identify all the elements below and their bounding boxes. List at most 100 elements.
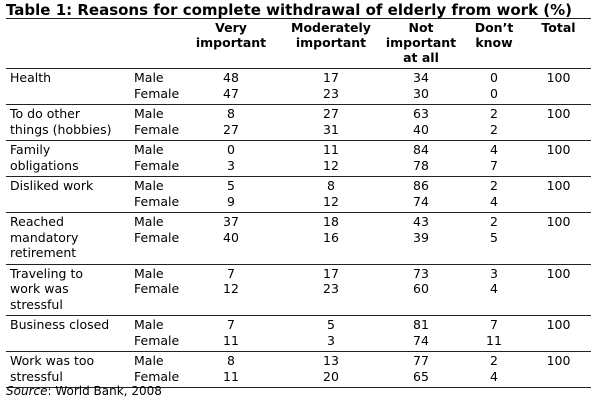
value-cell-very: 48 xyxy=(223,70,239,85)
value-cell-not: 73 xyxy=(413,265,429,281)
gender-cell: Male xyxy=(134,142,164,157)
value-cell-not: 77 xyxy=(413,353,429,368)
gender-cell: Male xyxy=(134,214,164,229)
value-cell-moderately: 5 xyxy=(327,317,335,332)
header-total: Total xyxy=(541,20,576,35)
value-cell-moderately: 8 xyxy=(327,178,335,193)
value-cell-very: 8 xyxy=(227,106,235,121)
reason-group: Disliked work Male 5 8 86 2 100 Female 9 12 74 4 xyxy=(6,177,591,213)
value-cell-moderately: 12 xyxy=(323,193,339,209)
value-cell-moderately: 23 xyxy=(323,281,339,296)
source-text: : World Bank, 2008 xyxy=(47,384,162,398)
value-cell-dont-know: 2 xyxy=(490,178,498,193)
gender-cell: Male xyxy=(134,353,164,368)
reason-label: Business closed xyxy=(10,317,110,332)
reason-group: Work was too stressful Male 8 13 77 2 100 Femal… xyxy=(6,352,591,388)
value-cell-very: 47 xyxy=(223,85,239,101)
value-cell-total: 100 xyxy=(546,265,571,281)
value-cell-very: 0 xyxy=(227,142,235,157)
value-cell-not: 65 xyxy=(413,368,429,384)
value-cell-not: 78 xyxy=(413,157,429,173)
header-very-important: Very important xyxy=(195,20,267,50)
value-cell-very: 40 xyxy=(223,229,239,245)
value-cell-very: 11 xyxy=(223,368,239,384)
value-cell-very: 27 xyxy=(223,121,239,137)
value-cell-not: 84 xyxy=(413,142,429,157)
table-body: Health Male 48 17 34 0 100 Female 47 23 30 0 To do o… xyxy=(6,69,591,388)
value-cell-dont-know: 2 xyxy=(490,121,498,137)
table-title: Table 1: Reasons for complete withdrawal… xyxy=(6,1,573,19)
value-cell-not: 86 xyxy=(413,178,429,193)
value-cell-dont-know: 0 xyxy=(490,85,498,101)
reason-label: Reached mandatory retirement xyxy=(10,214,79,260)
source-label: Source xyxy=(6,384,48,398)
value-cell-moderately: 11 xyxy=(323,142,339,157)
reason-group: To do other things (hobbies) Male 8 27 63 2 10… xyxy=(6,105,591,141)
reason-label: Health xyxy=(10,70,52,85)
value-cell-not: 39 xyxy=(413,229,429,245)
value-cell-not: 60 xyxy=(413,281,429,296)
gender-cell: Female xyxy=(134,368,180,384)
gender-cell: Male xyxy=(134,178,164,193)
gender-cell: Female xyxy=(134,157,180,173)
value-cell-moderately: 23 xyxy=(323,85,339,101)
reason-group: Business closed Male 7 5 81 7 100 Female 11 3 74 11 xyxy=(6,316,591,352)
value-cell-moderately: 3 xyxy=(327,332,335,348)
value-cell-not: 30 xyxy=(413,85,429,101)
gender-cell: Female xyxy=(134,281,180,296)
value-cell-very: 7 xyxy=(227,265,235,281)
table-header: Very important Moderately important Not … xyxy=(6,18,591,70)
value-cell-not: 40 xyxy=(413,121,429,137)
value-cell-not: 74 xyxy=(413,193,429,209)
reason-group: Traveling to work was stressful Male 7 17 73… xyxy=(6,265,591,316)
gender-cell: Male xyxy=(134,106,164,121)
value-cell-total: 100 xyxy=(546,106,571,121)
gender-cell: Female xyxy=(134,121,180,137)
value-cell-very: 8 xyxy=(227,353,235,368)
value-cell-total: 100 xyxy=(546,178,571,193)
value-cell-very: 9 xyxy=(227,193,235,209)
value-cell-very: 37 xyxy=(223,214,239,229)
header-dont-know: Don’t know xyxy=(474,20,514,50)
value-cell-moderately: 12 xyxy=(323,157,339,173)
value-cell-dont-know: 2 xyxy=(490,353,498,368)
source-note: Source: World Bank, 2008 xyxy=(6,384,162,398)
value-cell-total: 100 xyxy=(546,70,571,85)
value-cell-dont-know: 7 xyxy=(490,317,498,332)
reason-label: Traveling to work was stressful xyxy=(10,265,84,312)
gender-cell: Female xyxy=(134,193,180,209)
value-cell-dont-know: 5 xyxy=(490,229,498,245)
value-cell-dont-know: 4 xyxy=(490,142,498,157)
value-cell-dont-know: 4 xyxy=(490,193,498,209)
value-cell-dont-know: 0 xyxy=(490,70,498,85)
gender-cell: Female xyxy=(134,229,180,245)
reason-label: Family obligations xyxy=(10,142,79,173)
value-cell-moderately: 18 xyxy=(323,214,339,229)
value-cell-total: 100 xyxy=(546,142,571,157)
value-cell-dont-know: 2 xyxy=(490,106,498,121)
value-cell-dont-know: 11 xyxy=(486,332,502,348)
value-cell-not: 74 xyxy=(413,332,429,348)
value-cell-total: 100 xyxy=(546,317,571,332)
value-cell-not: 81 xyxy=(413,317,429,332)
header-divider xyxy=(6,68,591,69)
reason-group: Health Male 48 17 34 0 100 Female 47 23 30 0 xyxy=(6,69,591,105)
value-cell-dont-know: 4 xyxy=(490,281,498,296)
value-cell-dont-know: 7 xyxy=(490,157,498,173)
value-cell-total: 100 xyxy=(546,353,571,368)
reason-label: To do other things (hobbies) xyxy=(10,106,112,137)
value-cell-not: 63 xyxy=(413,106,429,121)
value-cell-total: 100 xyxy=(546,214,571,229)
value-cell-very: 7 xyxy=(227,317,235,332)
value-cell-very: 3 xyxy=(227,157,235,173)
value-cell-very: 12 xyxy=(223,281,239,296)
value-cell-not: 34 xyxy=(413,70,429,85)
value-cell-dont-know: 3 xyxy=(490,265,498,281)
reason-group: Family obligations Male 0 11 84 4 100 Female 3 12… xyxy=(6,141,591,177)
reason-group: Reached mandatory retirement Male 37 18 43 2 1… xyxy=(6,213,591,265)
value-cell-moderately: 13 xyxy=(323,353,339,368)
value-cell-moderately: 17 xyxy=(323,265,339,281)
value-cell-moderately: 20 xyxy=(323,368,339,384)
reason-label: Work was too stressful xyxy=(10,353,95,384)
table-top-rule xyxy=(6,18,591,19)
